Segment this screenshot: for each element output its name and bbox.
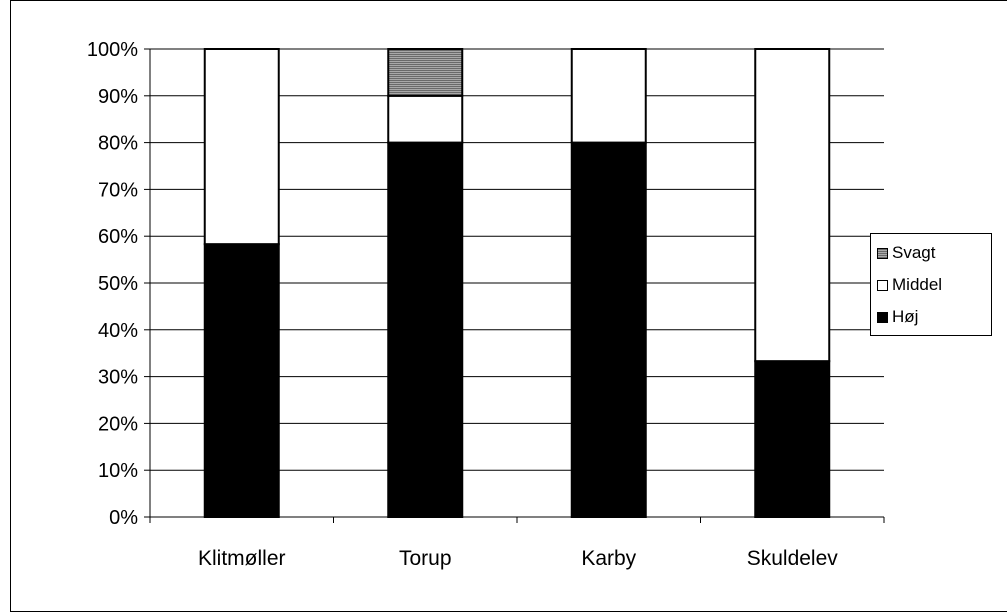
bar-segment-svagt [387, 48, 464, 97]
y-tick-label: 30% [98, 367, 138, 389]
legend-item-hoj: Høj [877, 306, 918, 328]
legend: Svagt Middel Høj [870, 233, 992, 336]
bar-segment-hj [387, 141, 464, 518]
legend-label: Høj [892, 307, 919, 326]
y-tick-label: 0% [109, 507, 138, 529]
legend-swatch-hoj [877, 311, 888, 323]
legend-label: Middel [892, 275, 943, 294]
bar-segment-middel [387, 94, 464, 144]
bar-segment-middel [570, 48, 647, 144]
legend-swatch-middel [877, 279, 888, 291]
x-tick-labels: Klitmøller Torup Karby Skuldelev [198, 547, 838, 570]
y-tick-label: 60% [98, 226, 138, 248]
bar-segment-hj [203, 243, 280, 518]
y-tick-label: 70% [98, 179, 138, 201]
bar-segment-hj [754, 360, 831, 518]
y-tick-label: 80% [98, 133, 138, 155]
legend-label: Svagt [892, 243, 936, 262]
legend-item-svagt: Svagt [877, 242, 935, 264]
bar-segment-middel [754, 48, 831, 363]
legend-item-middel: Middel [877, 274, 942, 296]
y-tick-labels: 0% 10% 20% 30% 40% 50% 60% 70% 80% 90% 100% [87, 39, 138, 529]
bar-segment-hj [570, 141, 647, 518]
bars [203, 48, 831, 518]
x-tick-label: Torup [399, 547, 452, 570]
axes [144, 48, 885, 523]
y-tick-label: 40% [98, 320, 138, 342]
bar-segment-middel [203, 48, 280, 246]
y-tick-label: 50% [98, 273, 138, 295]
y-tick-label: 20% [98, 413, 138, 435]
stacked-bar-chart: 0% 10% 20% 30% 40% 50% 60% 70% 80% 90% 100% Klitmø… [87, 39, 885, 570]
legend-swatch-svagt [877, 247, 888, 259]
y-tick-label: 90% [98, 86, 138, 108]
y-tick-label: 100% [87, 39, 138, 61]
x-tick-label: Skuldelev [747, 547, 839, 570]
x-tick-label: Klitmøller [198, 547, 286, 570]
x-tick-label: Karby [581, 547, 636, 570]
y-tick-label: 10% [98, 460, 138, 482]
